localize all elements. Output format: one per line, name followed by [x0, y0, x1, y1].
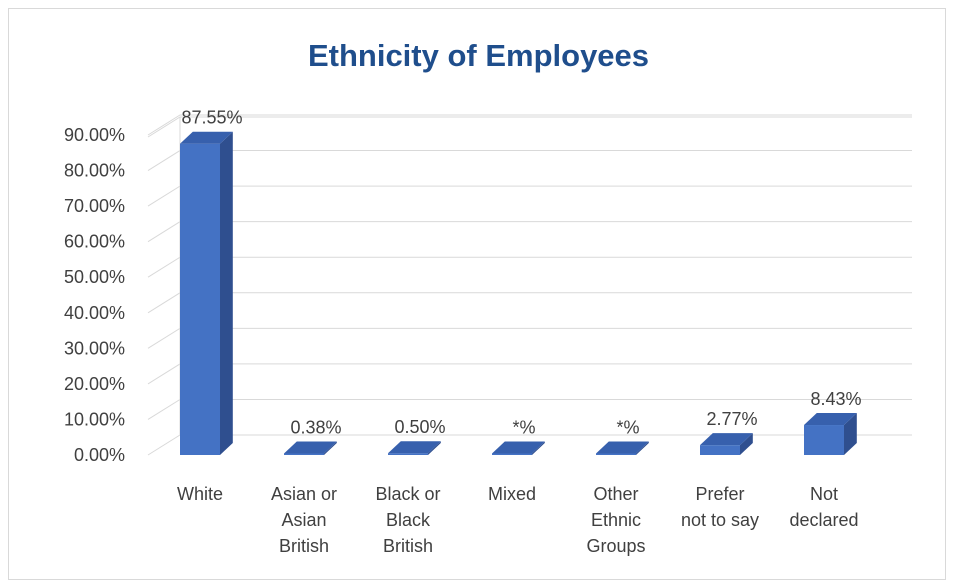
- data-label: 2.77%: [706, 409, 757, 429]
- x-tick-label: Prefer not to say: [681, 484, 759, 530]
- data-label: *%: [616, 418, 639, 438]
- bar-side: [636, 441, 649, 455]
- gridline: [147, 221, 912, 243]
- y-tick-label: 0.00%: [74, 445, 125, 465]
- gridline: [147, 398, 912, 420]
- bar: [596, 441, 649, 455]
- bar: [284, 441, 337, 455]
- gridline: [147, 185, 912, 207]
- bar-side: [324, 441, 337, 455]
- y-tick-label: 40.00%: [64, 303, 125, 323]
- data-label: 0.38%: [290, 418, 341, 438]
- bar-front: [700, 445, 740, 455]
- bar-side: [740, 433, 753, 455]
- bar-side: [428, 441, 441, 455]
- x-tick-label: Black or Black British: [375, 484, 440, 556]
- gridline: [147, 116, 912, 138]
- bar-front: [596, 453, 636, 455]
- y-tick-label: 80.00%: [64, 161, 125, 181]
- bar-front: [284, 453, 324, 455]
- bar-top: [180, 131, 233, 144]
- bar-front: [804, 425, 844, 455]
- bar-top: [700, 433, 753, 446]
- y-axis-tick-labels: 0.00% 10.00% 20.00% 30.00% 40.00% 50.00% 60.00…: [64, 125, 125, 465]
- data-label: 0.50%: [394, 417, 445, 437]
- bar-top: [804, 413, 857, 426]
- gridline: [147, 256, 912, 278]
- bar: [700, 433, 753, 455]
- data-label: 87.55%: [181, 108, 242, 128]
- x-tick-label: White: [177, 484, 223, 504]
- bar-front: [180, 143, 220, 455]
- x-tick-label: Asian or Asian British: [271, 484, 337, 556]
- data-label: *%: [512, 418, 535, 438]
- bar-top: [284, 441, 337, 454]
- bar-side: [220, 131, 233, 455]
- y-tick-label: 70.00%: [64, 196, 125, 216]
- y-tick-label: 60.00%: [64, 232, 125, 252]
- grid-layer: [147, 114, 912, 456]
- category-labels: White Asian or Asian British Black or Black Br…: [177, 484, 859, 556]
- bar-top: [596, 441, 649, 454]
- bars: [180, 131, 857, 455]
- bar-front: [492, 453, 532, 455]
- x-tick-label: Mixed: [488, 484, 536, 504]
- data-labels: 87.55% 0.38% 0.50% *% *% 2.77% 8.43%: [181, 108, 861, 438]
- chart-frame: [8, 8, 946, 580]
- bar-front: [388, 453, 428, 455]
- gridline: [147, 150, 912, 171]
- bar-side: [844, 413, 857, 455]
- bar-top: [388, 441, 441, 454]
- chart-title: Ethnicity of Employees: [307, 38, 650, 73]
- y-tick-label: 10.00%: [64, 409, 125, 429]
- x-tick-label: Other Ethnic Groups: [586, 484, 645, 556]
- bar: [804, 413, 857, 455]
- gridline: [147, 292, 912, 314]
- bar-side: [532, 441, 545, 455]
- bar-top: [492, 441, 545, 454]
- x-tick-label: Not declared: [789, 484, 858, 530]
- data-label: 8.43%: [810, 389, 861, 409]
- y-tick-label: 20.00%: [64, 374, 125, 394]
- bar: [180, 131, 233, 455]
- y-tick-label: 90.00%: [64, 125, 125, 145]
- y-tick-label: 30.00%: [64, 338, 125, 358]
- bar: [388, 441, 441, 455]
- gridline: [147, 114, 912, 136]
- gridline: [147, 363, 912, 385]
- gridline: [147, 327, 912, 349]
- y-tick-label: 50.00%: [64, 267, 125, 287]
- bar: [492, 441, 545, 455]
